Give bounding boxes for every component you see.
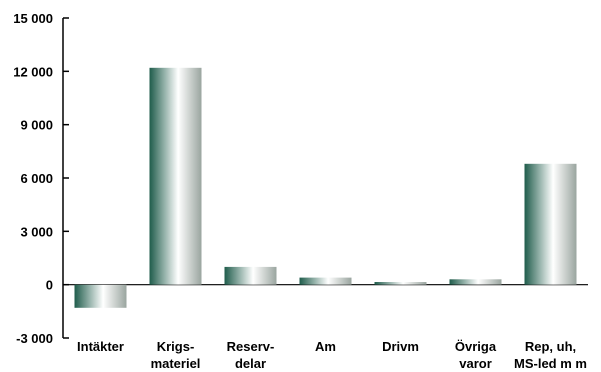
bar [74,284,127,308]
y-tick-label: 3 000 [20,224,53,239]
bar [524,163,577,285]
bar [224,266,277,285]
y-tick-label: 9 000 [20,118,53,133]
bar [449,279,502,285]
category-label: Krigs-materiel [151,339,201,371]
bar [149,67,202,285]
chart-labels: Intäkter Krigs-materiel Reserv-delar Am Driv… [77,339,587,371]
y-tick-label: 6 000 [20,171,53,186]
chart-bars [74,67,577,308]
y-tick-label: 15 000 [13,11,53,26]
bar [299,277,352,285]
category-label: Reserv-delar [227,339,275,371]
y-tick-label: 0 [46,278,53,293]
category-label: Rep, uh, MS-led m m [514,339,587,371]
y-tick-label: 12 000 [13,64,53,79]
y-tick-label: -3 000 [16,331,53,346]
category-label: Intäkter [77,339,124,354]
category-label: Am [315,339,336,354]
category-label: Drivm [382,339,419,354]
bar [374,282,427,285]
category-label: Övriga varor [455,339,497,371]
